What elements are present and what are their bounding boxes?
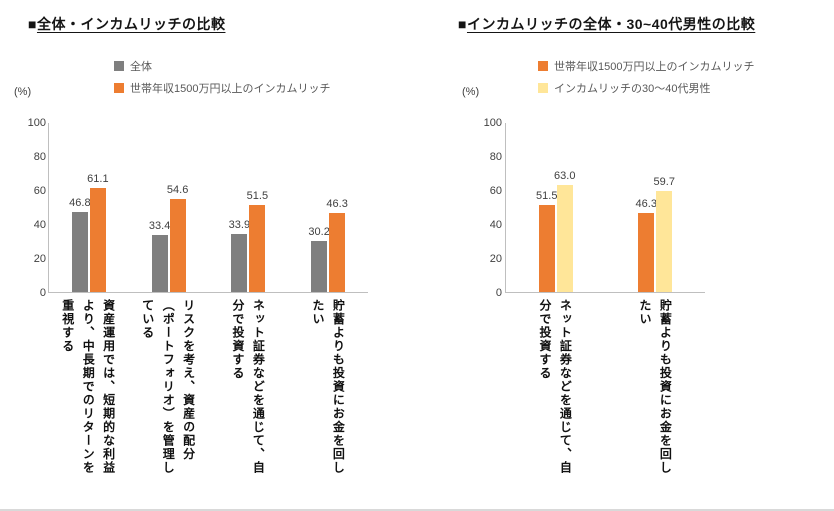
legend-label: 全体 — [130, 61, 152, 73]
chart-incomerich-vs-males3040: ■インカムリッチの全体・30~40代男性の比較 世帯年収1500万円以上のインカ… — [456, 14, 832, 506]
bar-value-label: 63.0 — [554, 169, 576, 182]
category-cell: 資産運用では、短期的な利益より、中長期でのリターンを重視する — [48, 299, 128, 477]
y-tick-label: 100 — [483, 117, 502, 129]
y-axis: 100 80 60 40 20 0 — [10, 117, 46, 299]
chart-overall-vs-incomerich: ■全体・インカムリッチの比較 全体世帯年収1500万円以上のインカムリッチ (%… — [10, 14, 424, 506]
y-tick-label: 60 — [33, 185, 46, 197]
bar: 51.5 — [247, 190, 268, 292]
category-cell: ネット証券などを通じて、自分で投資する — [208, 299, 288, 477]
category-cell: 貯蓄よりも投資にお金を回したい — [605, 299, 705, 477]
category-cell: 貯蓄よりも投資にお金を回したい — [288, 299, 368, 477]
category-cell: リスクを考え、資産の配分（ポートフォリオ）を管理している — [128, 299, 208, 477]
category-label: 貯蓄よりも投資にお金を回したい — [638, 299, 673, 475]
bar: 46.8 — [69, 197, 91, 292]
plot-area: 51.5 63.0 46.3 59.7 — [505, 123, 705, 293]
legend-item: インカムリッチの30～40代男性 — [538, 80, 754, 96]
bar: 59.7 — [654, 176, 675, 292]
y-tick-label: 80 — [489, 151, 502, 163]
category-labels: 資産運用では、短期的な利益より、中長期でのリターンを重視する リスクを考え、資産の… — [48, 299, 368, 477]
category-label: ネット証券などを通じて、自分で投資する — [231, 299, 266, 475]
legend-swatch — [538, 61, 548, 71]
legend-label: インカムリッチの30～40代男性 — [554, 83, 711, 95]
bar-value-label: 51.5 — [246, 189, 269, 202]
legend-item: 世帯年収1500万円以上のインカムリッチ — [538, 58, 754, 74]
bar-group: 51.5 63.0 — [506, 123, 606, 292]
y-tick-label: 60 — [489, 185, 502, 197]
y-tick-label: 100 — [27, 117, 46, 129]
y-tick-label: 40 — [33, 219, 46, 231]
plot-area: 46.8 61.1 33.4 54.6 33.9 51.5 30.2 46.3 — [48, 123, 368, 293]
category-label: 資産運用では、短期的な利益より、中長期でのリターンを重視する — [60, 299, 116, 475]
legend: 世帯年収1500万円以上のインカムリッチ インカムリッチの30～40代男性 — [538, 58, 754, 96]
bar: 33.9 — [229, 219, 250, 292]
chart-title: ■全体・インカムリッチの比較 — [28, 14, 424, 34]
legend-label: 世帯年収1500万円以上のインカムリッチ — [130, 83, 331, 95]
bar-group: 46.8 61.1 — [49, 123, 129, 292]
y-tick-label: 0 — [495, 287, 502, 299]
legend-swatch — [114, 61, 124, 71]
legend-label: 世帯年収1500万円以上のインカムリッチ — [554, 61, 755, 73]
legend-item: 全体 — [114, 58, 330, 74]
legend-item: 世帯年収1500万円以上のインカムリッチ — [114, 80, 330, 96]
title-bullet: ■ — [28, 16, 37, 32]
legend-swatch — [114, 83, 124, 93]
y-axis: 100 80 60 40 20 0 — [466, 117, 502, 299]
bar-group: 33.4 54.6 — [129, 123, 209, 292]
bar-value-label: 33.4 — [148, 220, 171, 233]
legend-swatch — [538, 83, 548, 93]
bar: 63.0 — [554, 170, 575, 292]
title-text: インカムリッチの全体・30~40代男性の比較 — [466, 16, 756, 32]
category-label: ネット証券などを通じて、自分で投資する — [538, 299, 573, 475]
y-tick-label: 20 — [33, 253, 46, 265]
bar: 33.4 — [149, 220, 170, 292]
bar: 46.3 — [326, 198, 348, 292]
bar-group: 30.2 46.3 — [288, 123, 368, 292]
bar: 54.6 — [167, 184, 188, 292]
bar: 46.3 — [636, 198, 657, 292]
y-tick-label: 80 — [33, 151, 46, 163]
bar-value-label: 30.2 — [308, 225, 330, 238]
y-tick-label: 40 — [489, 219, 502, 231]
title-text: 全体・インカムリッチの比較 — [36, 16, 226, 32]
bar: 51.5 — [536, 190, 557, 292]
bar-value-label: 46.8 — [69, 197, 91, 210]
unit-label: (%) — [462, 86, 480, 98]
bar-value-label: 59.7 — [653, 175, 675, 188]
category-labels: ネット証券などを通じて、自分で投資する 貯蓄よりも投資にお金を回したい — [505, 299, 705, 477]
chart-title: ■インカムリッチの全体・30~40代男性の比較 — [458, 14, 832, 34]
bar-value-label: 46.3 — [326, 198, 348, 211]
bar: 30.2 — [308, 226, 330, 292]
bar-value-label: 51.5 — [536, 189, 558, 202]
legend: 全体世帯年収1500万円以上のインカムリッチ — [114, 58, 330, 96]
category-cell: ネット証券などを通じて、自分で投資する — [505, 299, 605, 477]
category-label: リスクを考え、資産の配分（ポートフォリオ）を管理している — [140, 299, 196, 475]
bar: 61.1 — [87, 173, 109, 292]
y-tick-label: 0 — [39, 287, 46, 299]
unit-label: (%) — [14, 86, 32, 98]
bar-value-label: 46.3 — [635, 198, 657, 211]
bar-value-label: 54.6 — [166, 184, 189, 197]
category-label: 貯蓄よりも投資にお金を回したい — [311, 299, 346, 475]
bar-value-label: 61.1 — [87, 173, 109, 186]
title-bullet: ■ — [458, 16, 467, 32]
bar-group: 46.3 59.7 — [606, 123, 706, 292]
y-tick-label: 20 — [489, 253, 502, 265]
bar-group: 33.9 51.5 — [209, 123, 289, 292]
bar-value-label: 33.9 — [228, 219, 251, 232]
